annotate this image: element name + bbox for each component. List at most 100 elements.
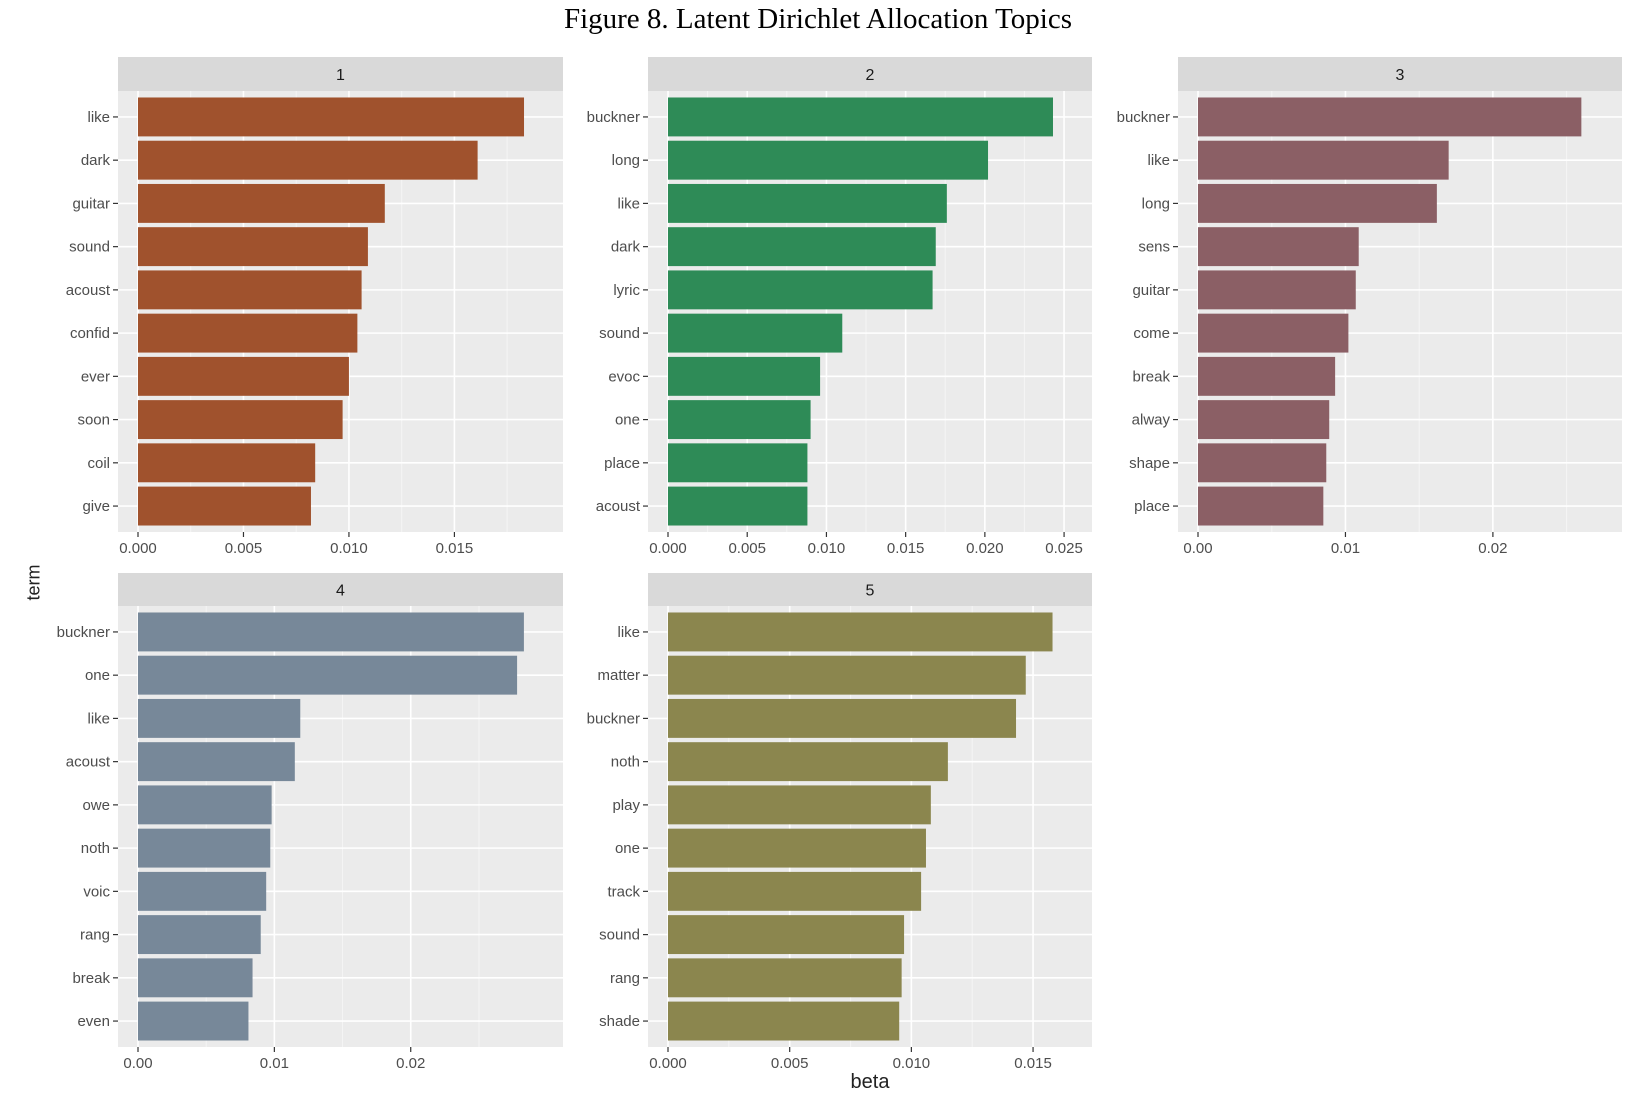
y-tick-label: noth [81,840,110,857]
y-tick-label: matter [597,667,640,684]
y-tick-label: acoust [66,754,111,771]
bar-give [138,486,311,526]
y-tick-label: evoc [608,368,640,385]
facet-strip-label: 5 [866,583,875,600]
x-tick-label: 0.010 [808,540,846,557]
bar-like [1198,140,1449,180]
x-tick-label: 0.005 [728,540,766,557]
y-tick-label: place [1134,498,1170,515]
bar-place [668,443,808,483]
y-tick-label: guitar [72,195,110,212]
y-tick-label: like [1147,152,1170,169]
y-tick-label: acoust [596,498,641,515]
bar-guitar [1198,270,1356,310]
x-tick-label: 0.02 [396,1055,425,1072]
y-tick-label: dark [611,239,641,256]
y-tick-label: sound [599,927,640,944]
facet-strip-label: 4 [336,583,345,600]
bar-confid [138,313,358,353]
bar-soon [138,400,343,440]
facet-panel-5: 5 like matter buckner noth play one track sound r… [587,573,1092,1072]
x-tick-label: 0.01 [1331,540,1360,557]
y-tick-label: like [617,195,640,212]
x-axis-label: beta [850,1071,890,1093]
bar-like [668,183,947,223]
bar-shade [668,1001,900,1041]
bar-place [1198,486,1324,526]
bar-buckner [668,698,1017,738]
facet-strip [118,573,563,606]
x-tick-label: 0.025 [1045,540,1083,557]
bar-like [138,97,525,137]
bar-sound [668,915,905,955]
bar-guitar [138,183,385,223]
bar-buckner [1198,97,1582,137]
y-tick-label: ever [81,368,110,385]
x-tick-label: 0.005 [225,540,263,557]
bar-buckner [138,612,524,652]
y-tick-label: confid [70,325,110,342]
y-tick-label: long [1142,195,1170,212]
bar-acoust [668,486,808,526]
y-tick-label: buckner [57,624,110,641]
bar-acoust [138,742,295,782]
bar-rang [138,915,261,955]
bar-one [138,655,518,695]
y-tick-label: shade [599,1013,640,1030]
bar-noth [138,828,271,868]
x-tick-label: 0.00 [123,1055,152,1072]
bar-long [668,140,989,180]
facet-panel-3: 3 buckner like long sens guitar come break alway… [1117,57,1622,557]
x-tick-label: 0.010 [330,540,368,557]
bar-sound [668,313,843,353]
y-tick-label: one [615,412,640,429]
x-tick-label: 0.015 [1014,1055,1052,1072]
x-tick-label: 0.02 [1478,540,1507,557]
y-tick-label: buckner [587,710,640,727]
y-tick-label: lyric [613,282,640,299]
y-tick-label: like [617,624,640,641]
x-tick-label: 0.020 [966,540,1004,557]
x-tick-label: 0.015 [436,540,474,557]
y-tick-label: sound [599,325,640,342]
x-tick-label: 0.00 [1183,540,1212,557]
bar-shape [1198,443,1327,483]
y-tick-label: rang [80,927,110,944]
bar-long [1198,183,1437,223]
x-tick-label: 0.000 [649,1055,687,1072]
bar-even [138,1001,249,1041]
facet-strip [118,57,563,91]
y-tick-label: voic [83,883,110,900]
bar-alway [1198,400,1330,440]
figure-title: Figure 8. Latent Dirichlet Allocation To… [563,3,1073,35]
y-tick-label: buckner [587,109,640,126]
y-tick-label: long [612,152,640,169]
x-tick-label: 0.015 [887,540,925,557]
y-tick-label: coil [87,455,110,472]
facet-strip-label: 2 [866,67,875,84]
x-tick-label: 0.000 [119,540,157,557]
y-tick-label: rang [610,970,640,987]
bar-sound [138,227,368,267]
facet-panel-1: 1 like dark guitar sound acoust confid ever soon… [66,57,563,557]
y-tick-label: acoust [66,282,111,299]
y-tick-label: buckner [1117,109,1170,126]
y-tick-label: come [1133,325,1170,342]
facet-strip [648,573,1092,606]
bar-acoust [138,270,362,310]
x-tick-label: 0.005 [771,1055,809,1072]
y-tick-label: one [85,667,110,684]
bar-ever [138,356,349,396]
facet-strip-label: 1 [336,67,345,84]
y-tick-label: like [87,109,110,126]
bar-sens [1198,227,1359,267]
bar-break [1198,356,1336,396]
bar-buckner [668,97,1053,137]
bar-coil [138,443,316,483]
bar-one [668,400,811,440]
y-tick-label: even [77,1013,110,1030]
bar-owe [138,785,272,825]
x-tick-label: 0.010 [893,1055,931,1072]
bar-rang [668,958,902,998]
